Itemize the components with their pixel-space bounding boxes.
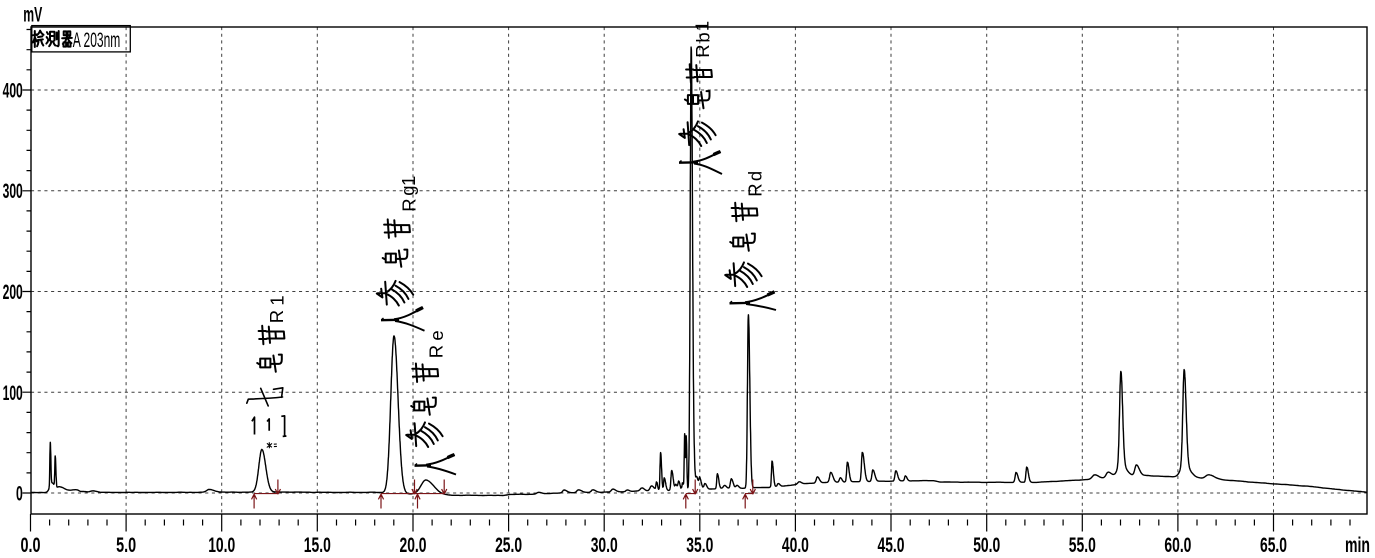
svg-text:30.0: 30.0	[591, 534, 618, 557]
svg-text:40.0: 40.0	[782, 534, 809, 557]
svg-text:R: R	[266, 310, 287, 323]
svg-text:5.0: 5.0	[116, 534, 136, 557]
svg-text:400: 400	[3, 80, 23, 103]
svg-text:50.0: 50.0	[973, 534, 1000, 557]
svg-text:g: g	[397, 185, 418, 195]
svg-text:100: 100	[3, 382, 23, 405]
svg-text:R: R	[426, 345, 447, 358]
svg-text:1: 1	[398, 176, 419, 186]
svg-text:R: R	[398, 198, 419, 211]
svg-text:300: 300	[3, 180, 23, 203]
svg-text:20.0: 20.0	[400, 534, 427, 557]
svg-text:15.0: 15.0	[304, 534, 331, 557]
svg-text:10.0: 10.0	[208, 534, 235, 557]
svg-text:60.0: 60.0	[1164, 534, 1191, 557]
svg-text:min: min	[1345, 534, 1370, 557]
svg-text:0: 0	[16, 483, 23, 506]
svg-text:A 203nm: A 203nm	[73, 29, 121, 52]
svg-text:1: 1	[267, 295, 288, 305]
svg-text:1: 1	[692, 21, 713, 31]
svg-text:e: e	[426, 330, 447, 340]
svg-text:0.0: 0.0	[21, 534, 41, 557]
svg-text:d: d	[745, 171, 766, 181]
svg-text:R: R	[692, 44, 713, 57]
svg-text:35.0: 35.0	[686, 534, 713, 557]
svg-text:45.0: 45.0	[878, 534, 905, 557]
svg-text:25.0: 25.0	[495, 534, 522, 557]
svg-text:200: 200	[3, 281, 23, 304]
svg-text:R: R	[744, 183, 765, 196]
svg-text:b: b	[693, 32, 714, 42]
svg-text:55.0: 55.0	[1069, 534, 1096, 557]
svg-text:65.0: 65.0	[1260, 534, 1287, 557]
svg-text:mV: mV	[23, 4, 42, 27]
